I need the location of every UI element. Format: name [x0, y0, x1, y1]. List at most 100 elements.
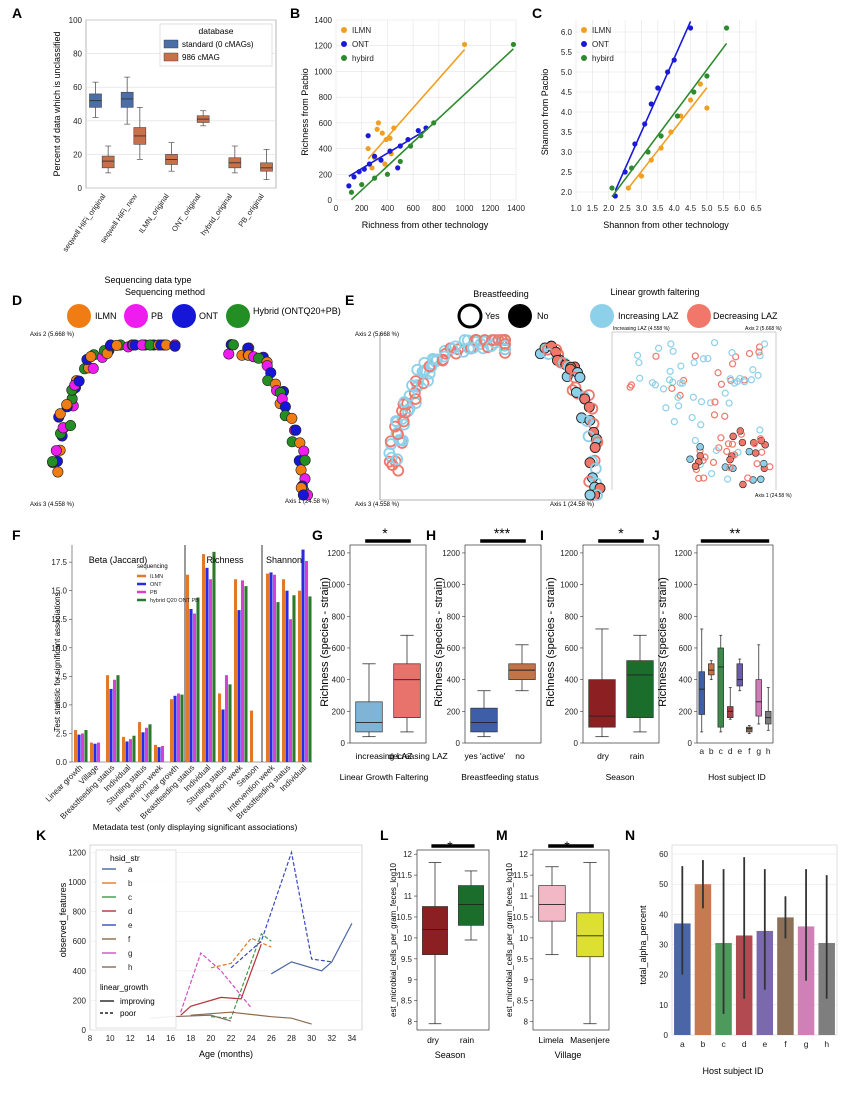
- pcoa-point: [701, 453, 709, 461]
- pcoa-point: [73, 375, 85, 387]
- panel-letter-n: N: [625, 827, 635, 843]
- legend-dot-ont: [172, 304, 196, 328]
- box-body: [101, 155, 115, 169]
- bar: [205, 567, 209, 762]
- pcoa-point: [728, 440, 737, 448]
- regression-line: [627, 87, 708, 189]
- bar: [276, 602, 280, 762]
- legend-dot-pb: [124, 304, 148, 328]
- panel-letter-k: K: [36, 827, 46, 843]
- y-tick-label: 0: [328, 196, 333, 205]
- panel-f-section-richness: Richness: [206, 555, 244, 565]
- pcoa-point: [111, 339, 123, 351]
- pcoa-point: [668, 384, 676, 392]
- y-tick-label: 50: [659, 880, 668, 889]
- legend-label: f: [128, 935, 131, 944]
- panel-l-cat-2: rain: [460, 1035, 474, 1045]
- panel-h-title: Breastfeeding status: [461, 772, 539, 782]
- y-tick-label: 12.5: [51, 615, 67, 624]
- panel-d-axis3: Axis 3 (4.558 %): [30, 502, 74, 508]
- scatter-point: [629, 165, 635, 171]
- x-tick-label: 30: [307, 1034, 316, 1043]
- y-tick-label: 0: [574, 739, 579, 748]
- bar: [777, 917, 794, 1035]
- legend-label: hybrid Q20 ONT PB: [150, 598, 199, 604]
- pcoa-point: [760, 340, 769, 348]
- y-tick-label: 400: [447, 676, 461, 685]
- pcoa-point: [652, 352, 660, 360]
- scatter-point: [395, 165, 401, 171]
- scatter-point: [704, 73, 710, 79]
- pcoa-point: [586, 402, 599, 415]
- pcoa-point: [710, 411, 719, 419]
- x-tick-label: 12: [126, 1034, 135, 1043]
- pcoa-point: [446, 342, 459, 355]
- legend-label: ONT: [592, 40, 609, 49]
- bar: [288, 619, 293, 762]
- panel-n-ylabel: total_alpha_percent: [638, 905, 648, 985]
- panel-e-axis1: Axis 1 (24.58 %): [550, 502, 594, 508]
- box-body: [576, 912, 604, 958]
- scatter-point: [366, 161, 373, 167]
- panel-d-legend: ILMN PB ONT Hybrid (ONTQ20+PB): [67, 304, 341, 328]
- scatter-point: [346, 183, 352, 189]
- y-tick-label: 3.0: [561, 148, 573, 157]
- panel-f-xlabel: Metadata test (only displaying significa…: [93, 822, 298, 832]
- panel-c-ylabel: Shannon from Pacbio: [540, 69, 550, 156]
- panel-a-legend-title: database: [199, 26, 234, 36]
- pcoa-point: [408, 387, 421, 399]
- panel-j-title: Host subject ID: [708, 772, 766, 782]
- x-tick-label: ILMN_original: [137, 192, 171, 235]
- legend-label-standard: standard (0 cMAGs): [182, 40, 254, 49]
- pcoa-point: [690, 358, 698, 367]
- panel-k-legend-improving: improving: [120, 997, 155, 1006]
- scatter-point: [668, 129, 674, 135]
- pcoa-point: [409, 393, 422, 405]
- panel-e-axis1b: Axis 1 (24.58 %): [755, 493, 792, 499]
- panel-d-axis2: Axis 2 (5.668 %): [30, 332, 74, 338]
- x-tick-label: 1.0: [570, 204, 582, 213]
- pcoa-point: [389, 455, 402, 468]
- y-tick-label: 8.5: [401, 997, 413, 1006]
- series-line: [270, 923, 353, 975]
- pcoa-point: [706, 399, 715, 407]
- x-tick-label: seqwell HiFi_original: [61, 192, 108, 254]
- x-tick-label: 14: [146, 1034, 155, 1043]
- series-line: [190, 1011, 312, 1025]
- pcoa-point: [717, 434, 725, 442]
- pcoa-point: [50, 445, 62, 457]
- panel-j-boxplot: Richness (species - strain) Host subject…: [657, 525, 774, 782]
- pcoa-point: [691, 352, 699, 360]
- bar: [186, 574, 190, 762]
- pcoa-point: [728, 349, 736, 357]
- panel-a-xlabel: Sequencing data type: [104, 275, 191, 285]
- x-tick-label: 1000: [456, 204, 474, 213]
- panel-i-cat-1: dry: [597, 751, 610, 761]
- x-tick-label: e: [737, 746, 742, 756]
- pcoa-point: [709, 458, 718, 467]
- scatter-point: [632, 141, 638, 147]
- x-tick-label: g: [756, 746, 761, 756]
- pcoa-point: [299, 454, 311, 466]
- legend-label-pb: PB: [151, 311, 163, 321]
- bar: [304, 560, 309, 762]
- y-tick-label: 600: [565, 644, 579, 653]
- y-tick-label: 0: [664, 1031, 669, 1040]
- y-tick-label: 11.5: [397, 871, 413, 880]
- y-tick-label: 1200: [442, 549, 460, 558]
- pcoa-point: [666, 367, 674, 375]
- panel-k-xlabel: Age (months): [199, 1049, 253, 1059]
- scatter-point: [687, 25, 694, 31]
- pcoa-point: [626, 383, 634, 391]
- box-body: [746, 726, 753, 733]
- y-tick-label: 2.5: [56, 729, 68, 738]
- pcoa-point: [675, 402, 683, 410]
- y-tick-label: 30: [659, 941, 668, 950]
- scatter-point: [405, 136, 411, 143]
- y-tick-label: 12: [519, 850, 528, 859]
- y-tick-label: 1000: [327, 581, 345, 590]
- x-tick-label: c: [719, 746, 724, 756]
- box-body: [727, 706, 734, 719]
- panel-b-legend: ILMN ONT hybird: [341, 26, 374, 63]
